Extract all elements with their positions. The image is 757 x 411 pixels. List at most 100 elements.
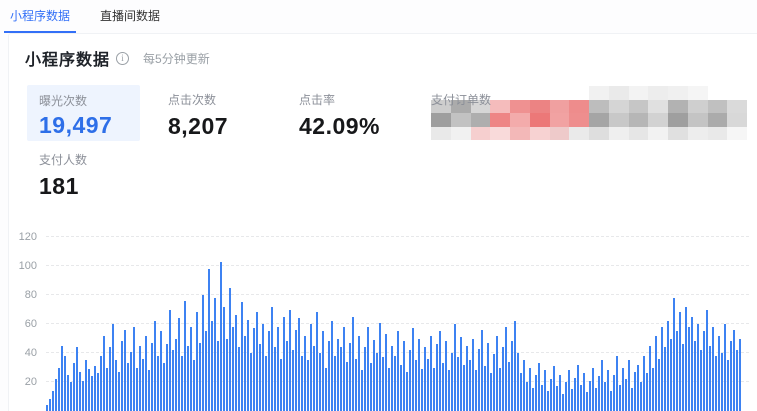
chart-bars[interactable] [46,230,741,411]
bar [136,367,138,411]
stat-label-paying-users: 支付人数 [39,153,88,167]
bar [562,393,564,411]
bar [565,382,567,411]
bar [346,361,348,411]
bar [427,358,429,411]
bar [142,358,144,411]
bar [49,399,51,411]
bar [595,387,597,411]
mosaic-cell [589,113,609,127]
mosaic-cell [470,99,491,113]
bar [406,371,408,411]
bar [634,371,636,411]
bar [229,287,231,411]
bar [121,341,123,411]
bar [205,331,207,411]
mosaic-cell [628,86,649,100]
bar [214,297,216,411]
stat-card-paying-users[interactable]: 支付人数 181 [39,151,87,200]
tab-mini-program-data[interactable]: 小程序数据 [4,0,77,33]
bar [619,384,621,411]
bar [673,297,675,411]
stat-card-click-rate[interactable]: 点击率 42.09% [299,91,380,140]
bar [352,316,354,411]
bar [472,338,474,411]
bar [187,345,189,411]
bar [259,344,261,411]
mosaic-cell [450,99,471,113]
bar [547,390,549,411]
bar [631,387,633,411]
bar [328,341,330,411]
bar [478,348,480,411]
bar [481,329,483,411]
bar [724,324,726,411]
stat-value-clicks: 8,207 [168,113,229,139]
bar [553,366,555,411]
bar [421,368,423,411]
bar [55,379,57,411]
bar [103,335,105,411]
bar [61,345,63,411]
bar [361,370,363,411]
bar [670,338,672,411]
bar [358,335,360,411]
mosaic-cell [569,99,589,113]
bar [349,342,351,411]
tab-live-room-data[interactable]: 直播间数据 [100,9,161,23]
bar [574,377,576,411]
bar [430,335,432,411]
bar [169,309,171,411]
mosaic-cell [510,99,530,113]
mosaic-cell [687,99,708,113]
update-note: 每5分钟更新 [143,51,210,66]
mosaic-cell [707,126,728,140]
bar [307,360,309,411]
bar [115,360,117,411]
bar [217,341,219,411]
bar [97,373,99,411]
info-icon[interactable]: i [116,51,130,65]
bar [403,341,405,411]
gridline: 100 [19,260,749,272]
bar [85,360,87,411]
bar [127,363,129,411]
mosaic-cell [589,86,609,100]
bar [511,341,513,411]
bar [463,364,465,411]
bar [247,319,249,411]
bar [367,326,369,411]
mosaic-cell [608,99,629,113]
mosaic-cell [490,86,510,100]
bar [607,370,609,411]
bar [535,374,537,411]
bar [211,321,213,411]
mosaic-cell [431,113,451,127]
bar [727,360,729,411]
page-title: 小程序数据 [25,52,111,69]
mosaic-cell [490,126,510,140]
bar [598,376,600,411]
bar [52,390,54,411]
tab-bar: 小程序数据 直播间数据 [0,0,757,33]
mosaic-cell [530,86,550,100]
bar [610,390,612,411]
bar [496,335,498,411]
bar [337,338,339,411]
bar [586,392,588,411]
mosaic-cell [569,86,589,100]
stat-card-paid-orders[interactable]: 支付订单数 [431,91,491,108]
y-axis-tick-label: 100 [18,260,37,272]
bar [559,374,561,411]
stat-card-clicks[interactable]: 点击次数 8,207 [168,91,228,140]
mosaic-cell [668,126,688,140]
bar [655,335,657,411]
mosaic-cell [529,126,550,140]
bar [469,360,471,411]
bar [457,357,459,411]
bar [541,384,543,411]
stat-card-exposure[interactable]: 曝光次数 19,497 [27,85,140,141]
bar [154,321,156,411]
bar [166,344,168,411]
bar [223,306,225,411]
